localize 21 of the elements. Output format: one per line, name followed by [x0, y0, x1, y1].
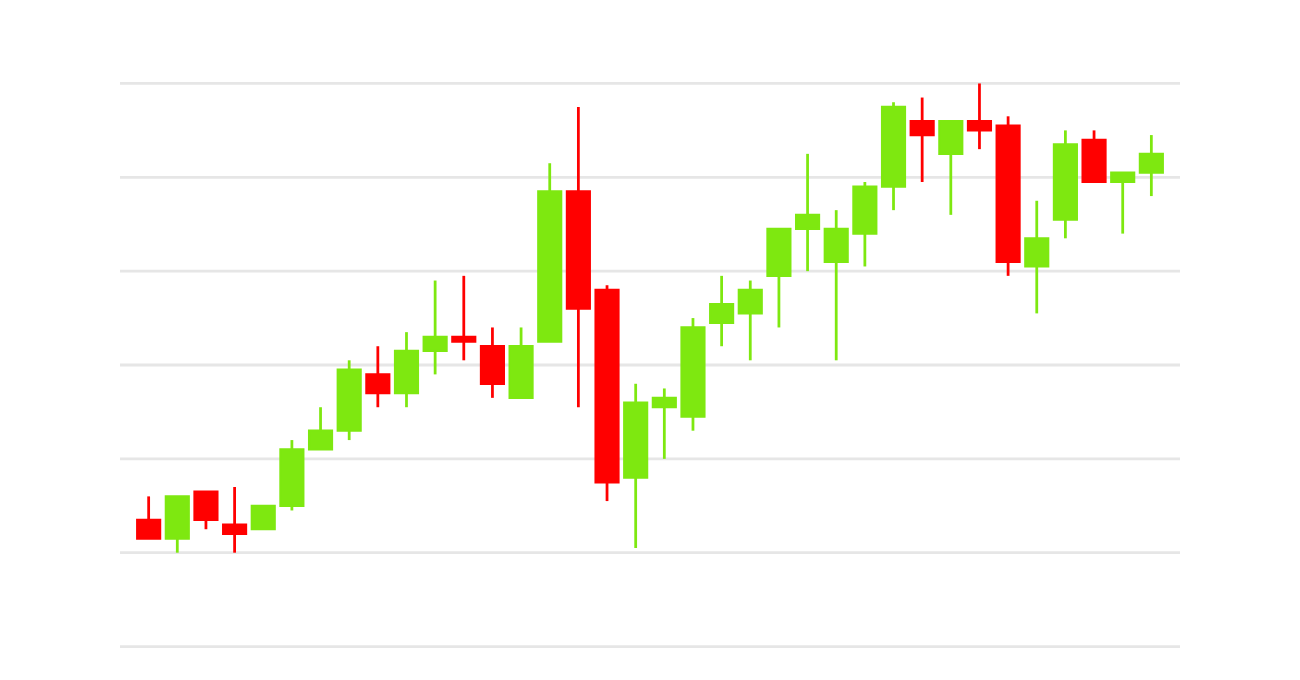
candlestick — [222, 485, 248, 555]
candlestick — [393, 330, 420, 409]
candlestick — [479, 326, 505, 400]
candlestick — [365, 344, 391, 409]
candlestick — [164, 494, 190, 555]
candlestick — [766, 227, 792, 329]
candlestick — [966, 82, 993, 151]
candlestick — [737, 279, 763, 362]
candlestick — [909, 96, 935, 184]
candlestick — [1110, 171, 1136, 236]
candlestick — [1081, 128, 1107, 184]
candlestick — [307, 405, 334, 451]
candlestick — [938, 119, 964, 217]
candlestick — [422, 279, 448, 376]
candlestick — [1024, 199, 1050, 315]
candlestick — [795, 152, 821, 273]
candlestick — [451, 274, 477, 362]
candlestick — [1138, 133, 1164, 198]
candlestick — [136, 494, 162, 541]
candlestick — [709, 274, 735, 348]
candlestick — [193, 490, 219, 531]
